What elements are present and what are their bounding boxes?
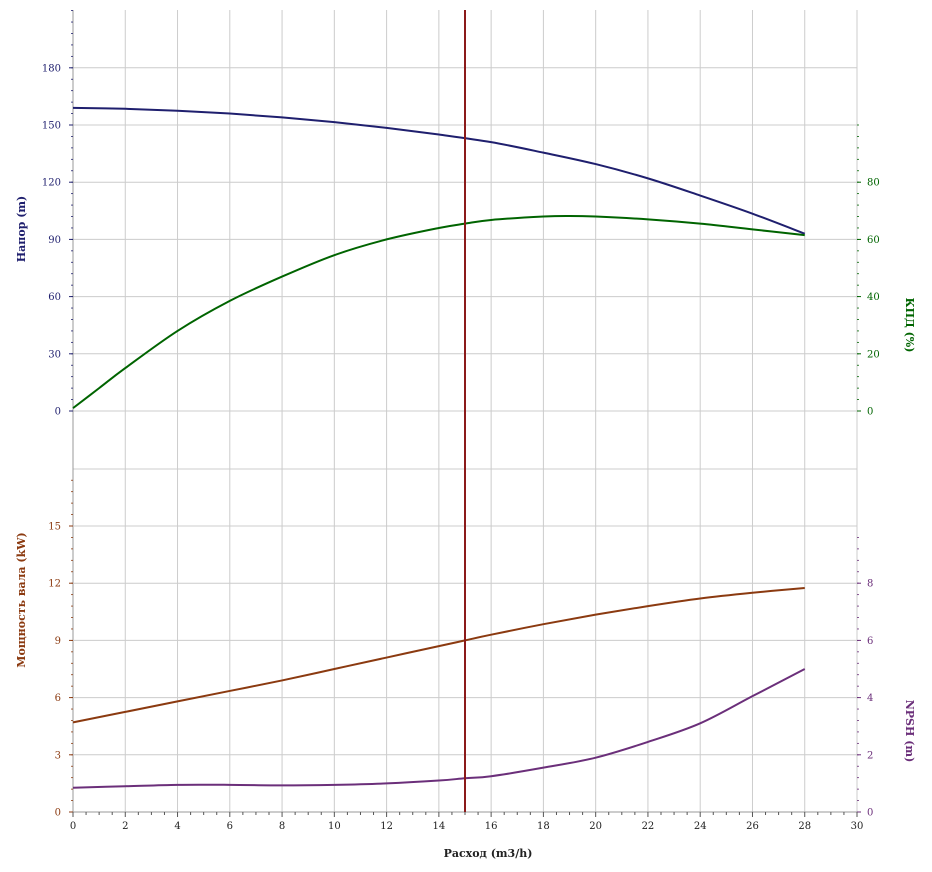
power-axis-tick-label: 15	[48, 522, 61, 533]
x-tick-label: 8	[279, 821, 285, 832]
x-tick-label: 2	[122, 821, 128, 832]
x-tick-label: 10	[328, 821, 341, 832]
npsh-axis-tick-label: 0	[867, 808, 873, 819]
efficiency-axis-tick-label: 60	[867, 235, 880, 246]
npsh-curve	[72, 668, 806, 789]
head-axis-tick-label: 30	[48, 349, 61, 360]
head-axis-tick-label: 120	[42, 178, 61, 189]
x-tick-label: 18	[537, 821, 550, 832]
x-tick-label: 22	[642, 821, 655, 832]
head-axis-tick-label: 90	[48, 235, 61, 246]
npsh-axis-title: NPSH (m)	[903, 700, 916, 763]
x-tick-label: 20	[589, 821, 602, 832]
efficiency-axis-title: КПД (%)	[903, 298, 916, 353]
x-tick-label: 30	[851, 821, 864, 832]
power-axis-tick-label: 0	[55, 808, 61, 819]
top-panel: 0 30 60 90 120 150 180 0 20 40 60 80	[42, 10, 880, 812]
x-tick-label: 24	[694, 821, 707, 832]
head-curve	[72, 106, 806, 235]
x-axis: 0 2 4 6 8 10 12 14 16 18 20 22 24 26 28 30	[70, 811, 864, 832]
power-axis-title: Мощность вала (kW)	[15, 532, 28, 667]
npsh-axis-tick-label: 8	[867, 579, 873, 590]
x-tick-label: 4	[174, 821, 180, 832]
x-tick-label: 6	[227, 821, 233, 832]
bottom-panel: 0 3 6 9 12 15 0 2 4 6 8	[48, 479, 873, 819]
efficiency-curve	[72, 214, 805, 409]
x-tick-label: 28	[798, 821, 811, 832]
power-axis-tick-label: 9	[55, 636, 61, 647]
x-tick-label: 14	[432, 821, 445, 832]
flow-axis-title: Расход (m3/h)	[444, 847, 533, 860]
head-axis-tick-label: 60	[48, 292, 61, 303]
npsh-axis-tick-label: 4	[867, 693, 873, 704]
power-curve	[72, 586, 805, 724]
npsh-axis-tick-label: 2	[867, 750, 873, 761]
x-tick-label: 12	[380, 821, 393, 832]
power-axis-tick-label: 6	[55, 693, 61, 704]
efficiency-axis-tick-label: 0	[867, 407, 873, 418]
head-axis-tick-label: 0	[55, 407, 61, 418]
x-tick-label: 26	[746, 821, 759, 832]
npsh-axis-tick-label: 6	[867, 636, 873, 647]
head-axis-tick-label: 150	[42, 121, 61, 132]
x-tick-label: 0	[70, 821, 76, 832]
power-axis-tick-label: 3	[55, 750, 61, 761]
efficiency-axis-tick-label: 20	[867, 349, 880, 360]
head-axis-title: Напор (m)	[15, 196, 28, 262]
x-tick-label: 16	[485, 821, 498, 832]
efficiency-axis-tick-label: 80	[867, 178, 880, 189]
head-axis-tick-label: 180	[42, 63, 61, 74]
power-axis-tick-label: 12	[48, 579, 61, 590]
efficiency-axis-tick-label: 40	[867, 292, 880, 303]
